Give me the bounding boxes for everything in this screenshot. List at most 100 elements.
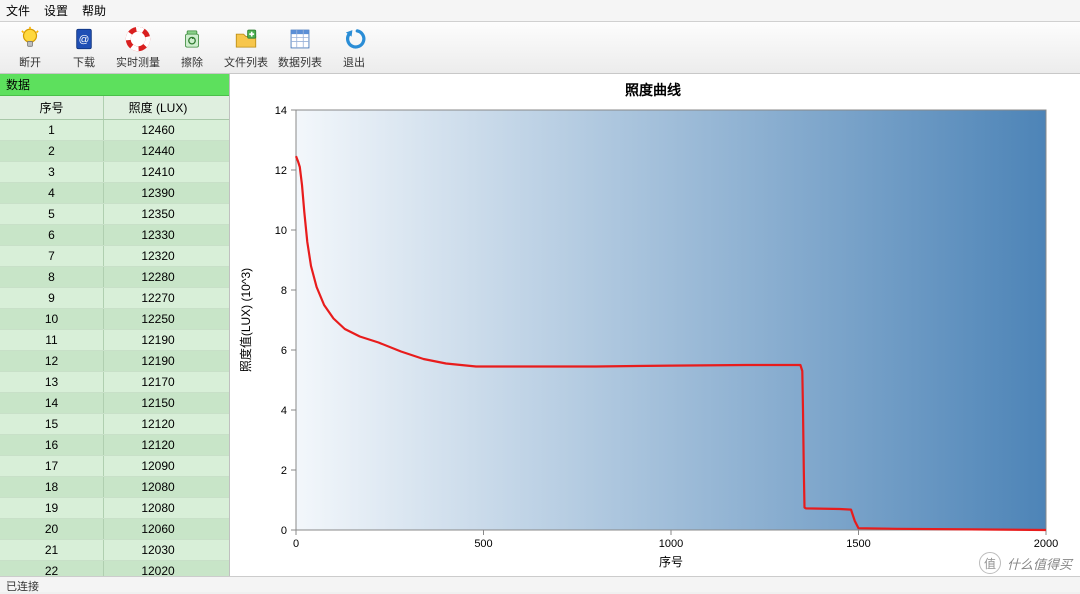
cell-lux: 12350 <box>104 204 212 224</box>
disconnect-button[interactable]: 断开 <box>6 24 54 72</box>
cell-lux: 12190 <box>104 351 212 371</box>
table-row[interactable]: 2212020 <box>0 561 229 576</box>
erase-button[interactable]: 擦除 <box>168 24 216 72</box>
svg-text:0: 0 <box>281 525 287 537</box>
cell-lux: 12090 <box>104 456 212 476</box>
col-lux: 照度 (LUX) <box>104 96 212 119</box>
realtime-button[interactable]: 实时测量 <box>114 24 162 72</box>
cell-index: 9 <box>0 288 104 308</box>
svg-text:照度值(LUX) (10^3): 照度值(LUX) (10^3) <box>238 268 253 372</box>
table-row[interactable]: 1812080 <box>0 477 229 498</box>
cell-lux: 12330 <box>104 225 212 245</box>
table-row[interactable]: 1112190 <box>0 330 229 351</box>
table-row[interactable]: 1312170 <box>0 372 229 393</box>
cell-index: 6 <box>0 225 104 245</box>
cell-lux: 12190 <box>104 330 212 350</box>
cell-index: 4 <box>0 183 104 203</box>
table-row[interactable]: 2012060 <box>0 519 229 540</box>
table-row[interactable]: 1512120 <box>0 414 229 435</box>
table-row[interactable]: 1412150 <box>0 393 229 414</box>
cell-lux: 12170 <box>104 372 212 392</box>
table-row[interactable]: 1912080 <box>0 498 229 519</box>
cell-index: 15 <box>0 414 104 434</box>
cell-index: 22 <box>0 561 104 576</box>
svg-text:10: 10 <box>275 225 287 237</box>
svg-text:序号: 序号 <box>659 554 683 569</box>
svg-text:500: 500 <box>474 538 492 550</box>
svg-text:2: 2 <box>281 465 287 477</box>
cell-index: 13 <box>0 372 104 392</box>
download-button[interactable]: @下载 <box>60 24 108 72</box>
cell-lux: 12410 <box>104 162 212 182</box>
cell-index: 21 <box>0 540 104 560</box>
svg-text:1000: 1000 <box>659 538 683 550</box>
back-icon <box>340 25 368 53</box>
menu-settings[interactable]: 设置 <box>44 2 68 19</box>
table-row[interactable]: 112460 <box>0 120 229 141</box>
book-icon: @ <box>70 25 98 53</box>
table-row[interactable]: 212440 <box>0 141 229 162</box>
cell-lux: 12030 <box>104 540 212 560</box>
cell-index: 14 <box>0 393 104 413</box>
cell-index: 8 <box>0 267 104 287</box>
folder-icon <box>232 25 260 53</box>
table-row[interactable]: 312410 <box>0 162 229 183</box>
svg-text:@: @ <box>79 33 90 45</box>
table-row[interactable]: 412390 <box>0 183 229 204</box>
menu-file[interactable]: 文件 <box>6 2 30 19</box>
toolbar-label: 文件列表 <box>224 54 268 70</box>
bulb-icon <box>16 25 44 53</box>
svg-text:12: 12 <box>275 165 287 177</box>
cell-lux: 12120 <box>104 414 212 434</box>
chart-area: 050010001500200002468101214 序号 照度值(LUX) … <box>234 104 1072 576</box>
exit-button[interactable]: 退出 <box>330 24 378 72</box>
toolbar: 断开@下载实时测量擦除 文件列表数据列表退出 <box>0 22 1080 74</box>
cell-index: 17 <box>0 456 104 476</box>
toolbar-label: 数据列表 <box>278 54 322 70</box>
table-row[interactable]: 2112030 <box>0 540 229 561</box>
table-row[interactable]: 812280 <box>0 267 229 288</box>
cell-index: 7 <box>0 246 104 266</box>
cell-lux: 12390 <box>104 183 212 203</box>
filelist-button[interactable]: 文件列表 <box>222 24 270 72</box>
toolbar-label: 擦除 <box>181 54 203 70</box>
table-row[interactable]: 912270 <box>0 288 229 309</box>
svg-text:2000: 2000 <box>1034 538 1058 550</box>
cell-index: 20 <box>0 519 104 539</box>
cell-index: 16 <box>0 435 104 455</box>
svg-text:14: 14 <box>275 105 287 117</box>
menu-help[interactable]: 帮助 <box>82 2 106 19</box>
cell-lux: 12250 <box>104 309 212 329</box>
table-row[interactable]: 512350 <box>0 204 229 225</box>
table-row[interactable]: 1012250 <box>0 309 229 330</box>
svg-text:0: 0 <box>293 538 299 550</box>
cell-lux: 12120 <box>104 435 212 455</box>
table-icon <box>286 25 314 53</box>
svg-text:8: 8 <box>281 285 287 297</box>
table-header: 序号 照度 (LUX) <box>0 96 229 120</box>
table-body[interactable]: 1124602124403124104123905123506123307123… <box>0 120 229 576</box>
table-row[interactable]: 1212190 <box>0 351 229 372</box>
life-icon <box>124 25 152 53</box>
cell-index: 1 <box>0 120 104 140</box>
cell-index: 11 <box>0 330 104 350</box>
data-table: 序号 照度 (LUX) 1124602124403124104123905123… <box>0 96 229 576</box>
cell-index: 12 <box>0 351 104 371</box>
datalist-button[interactable]: 数据列表 <box>276 24 324 72</box>
main-area: 数据 序号 照度 (LUX) 1124602124403124104123905… <box>0 74 1080 576</box>
cell-index: 19 <box>0 498 104 518</box>
chart-panel: 照度曲线 050010001500200002468101214 序号 照度值(… <box>230 74 1080 576</box>
cell-lux: 12270 <box>104 288 212 308</box>
svg-text:4: 4 <box>281 405 287 417</box>
table-row[interactable]: 1712090 <box>0 456 229 477</box>
col-index: 序号 <box>0 96 104 119</box>
status-bar: 已连接 <box>0 576 1080 592</box>
cell-index: 3 <box>0 162 104 182</box>
menu-bar: 文件 设置 帮助 <box>0 0 1080 22</box>
table-row[interactable]: 712320 <box>0 246 229 267</box>
bin-icon <box>178 25 206 53</box>
chart-title: 照度曲线 <box>234 80 1072 100</box>
table-row[interactable]: 612330 <box>0 225 229 246</box>
table-row[interactable]: 1612120 <box>0 435 229 456</box>
svg-text:1500: 1500 <box>846 538 870 550</box>
